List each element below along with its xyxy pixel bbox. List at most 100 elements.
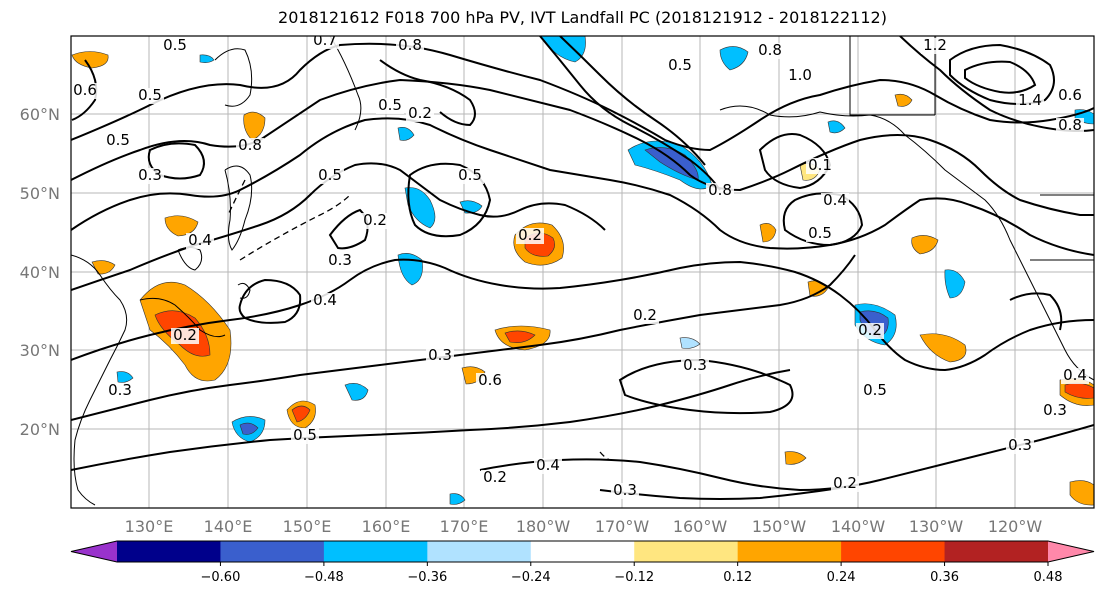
contour-label-bg: [311, 36, 339, 49]
pv-contour: [559, 36, 706, 166]
contour-label: 0.3: [1008, 436, 1032, 454]
lon-label: 170°W: [595, 517, 650, 536]
contour-label: 0.5: [293, 426, 317, 444]
contour-label-bg: [516, 228, 544, 244]
contour-label: 0.2: [858, 321, 882, 339]
contour-label-bg: [171, 328, 199, 344]
contour-label: 0.8: [1058, 116, 1082, 134]
lat-label: 20°N: [20, 420, 60, 439]
contour-label-bg: [476, 373, 504, 389]
positive-patch: [91, 260, 116, 275]
contour-label: 0.8: [758, 41, 782, 59]
colorbar-tick-label: −0.24: [511, 570, 551, 585]
lat-label: 40°N: [20, 263, 60, 282]
contour-label: 0.8: [398, 36, 422, 54]
contour-label: 0.3: [138, 166, 162, 184]
contour-label-bg: [1006, 438, 1034, 454]
map-title: 2018121612 F018 700 hPa PV, IVT Landfall…: [278, 8, 887, 27]
map-area: 0.6 0.5 0.5 0.7 0.8 0.5 1.0 0.8 1.2 1.4 0.8 0.6 0.5 0…: [71, 36, 1094, 508]
negative-patch: [719, 46, 749, 71]
negative-patch: [449, 493, 466, 505]
contour-label-bg: [806, 226, 834, 242]
contour-label: 0.5: [378, 96, 402, 114]
contour-label-bg: [821, 193, 849, 209]
lon-label: 130°E: [125, 517, 174, 536]
contour-label: 0.3: [328, 251, 352, 269]
map-frame: [70, 35, 1095, 509]
contour-label: 0.3: [683, 356, 707, 374]
lat-label: 60°N: [20, 105, 60, 124]
contour-label: 0.8: [708, 181, 732, 199]
lon-label: 120°W: [988, 517, 1043, 536]
contour-label-bg: [161, 38, 189, 54]
contour-label: 0.2: [173, 326, 197, 344]
positive-patch: [71, 51, 109, 69]
lon-label: 180°W: [516, 517, 571, 536]
contour-label: 0.5: [318, 166, 342, 184]
contour-label: 0.8: [238, 136, 262, 154]
contour-label: 0.5: [106, 131, 130, 149]
contour-label: 0.5: [668, 56, 692, 74]
contour-label-bg: [326, 253, 354, 269]
contour-label: 0.2: [518, 226, 542, 244]
latitude-labels: 60°N 50°N 40°N 30°N 20°N: [20, 105, 60, 439]
colorbar-extend-max: [1048, 541, 1094, 562]
contour-label: 0.4: [823, 191, 847, 209]
lon-label: 140°E: [204, 517, 253, 536]
contour-label-bg: [311, 293, 339, 309]
contour-label: 0.3: [613, 481, 637, 499]
pv-contour: [71, 42, 1094, 152]
pv-contour: [964, 60, 1037, 94]
colorbar-tick-label: −0.36: [407, 570, 447, 585]
positive-patch: [243, 111, 266, 141]
contour-label-bg: [921, 38, 949, 54]
contour-label: 0.3: [1043, 401, 1067, 419]
contour-label: 0.5: [163, 36, 187, 54]
contour-label-bg: [831, 476, 859, 492]
contour-label-bg: [861, 383, 889, 399]
positive-patch: [1069, 480, 1094, 506]
contour-label-bg: [681, 358, 709, 374]
colorbar-segment: [737, 541, 842, 562]
contour-label: 0.5: [458, 166, 482, 184]
contour-label-bg: [611, 483, 639, 499]
contour-label: 0.3: [108, 381, 132, 399]
pv-contour: [599, 487, 841, 500]
colorbar-tick-label: 0.48: [1034, 570, 1063, 585]
negative-patch: [827, 120, 846, 134]
contour-label-bg: [481, 470, 509, 486]
contour-label-bg: [1056, 118, 1084, 134]
contour-label: 0.5: [863, 381, 887, 399]
positive-patch: [504, 330, 536, 343]
colorbar-segment: [530, 541, 635, 562]
contour-label-bg: [136, 88, 164, 104]
contour-label-bg: [666, 58, 694, 74]
contour-label: 0.2: [633, 306, 657, 324]
colorbar-segment: [634, 541, 739, 562]
colorbar-tick-label: 0.12: [723, 570, 752, 585]
lat-label: 30°N: [20, 341, 60, 360]
positive-patch: [291, 405, 311, 423]
positive-patch: [911, 235, 939, 255]
positive-patch: [784, 451, 807, 465]
contour-label: 1.4: [1018, 91, 1042, 109]
contour-label: 0.4: [188, 231, 212, 249]
colorbar-segment: [220, 541, 325, 562]
pv-contour: [71, 258, 1094, 372]
colorbar-segment: [117, 541, 221, 562]
pv-contour: [238, 278, 302, 324]
contour-label: 1.0: [788, 66, 812, 84]
contour-label-bg: [806, 158, 834, 174]
contour-label-bg: [786, 68, 814, 84]
longitude-labels: 130°E 140°E 150°E 160°E 170°E 180°W 170°…: [125, 517, 1043, 536]
pv-contour: [379, 59, 476, 127]
contour-label: 0.2: [408, 104, 432, 122]
pv-contour: [407, 162, 492, 238]
contour-label: 0.2: [363, 211, 387, 229]
negative-patch: [116, 371, 134, 383]
contour-label: 0.6: [73, 81, 97, 99]
negative-patch: [404, 187, 436, 229]
lon-label: 170°E: [440, 517, 489, 536]
dashed-lines: [227, 179, 611, 461]
